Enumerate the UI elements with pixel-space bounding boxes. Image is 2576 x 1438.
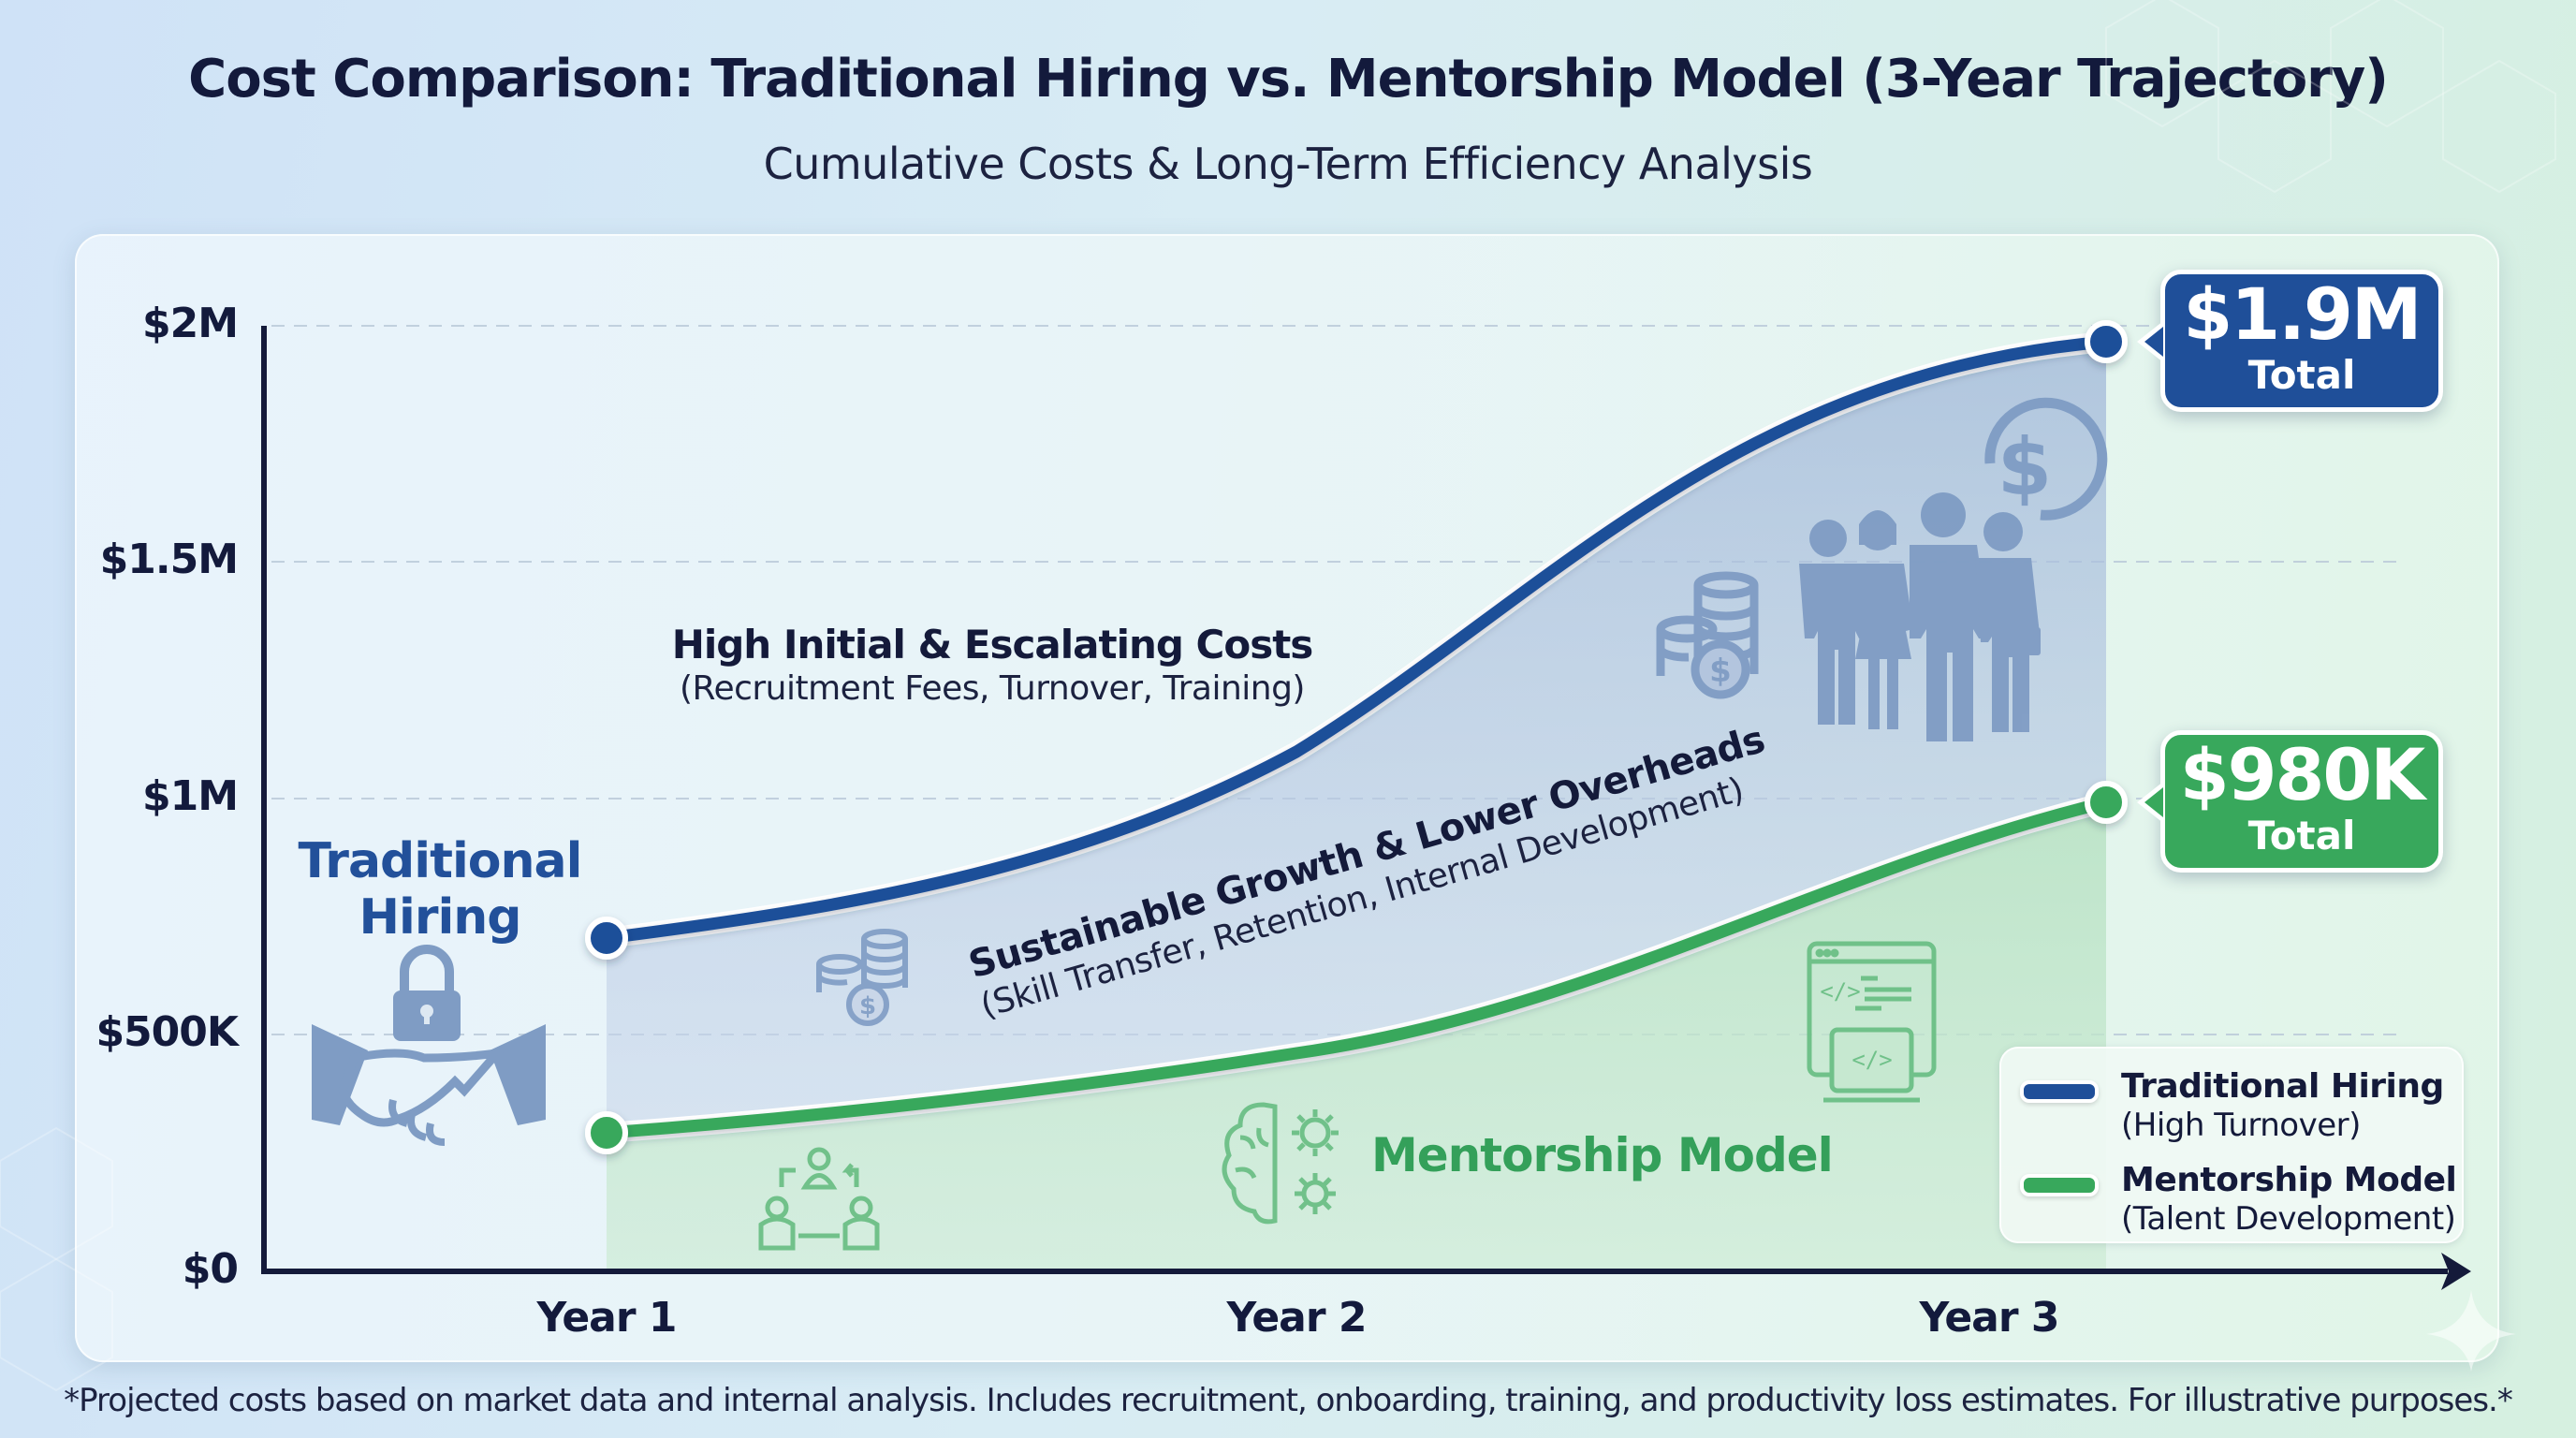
mentor-cycle-icon <box>758 1147 880 1251</box>
chart-title: Cost Comparison: Traditional Hiring vs. … <box>188 49 2389 110</box>
coin-stack-dollar-icon: $ <box>1656 571 1759 699</box>
svg-text:$: $ <box>1709 653 1732 690</box>
svg-text:</>: </> <box>1852 1047 1892 1073</box>
traditional-area <box>607 342 2106 1133</box>
padlock-icon <box>393 945 461 1041</box>
traditional-hiring-side-label: Traditional Hiring <box>271 833 608 946</box>
traditional-point-year3 <box>2085 320 2128 363</box>
x-tick-year2: Year 2 <box>1226 1294 1368 1342</box>
mentorship-area <box>607 802 2106 1271</box>
traditional-side-label-line1: Traditional <box>298 833 583 889</box>
chart-subtitle: Cumulative Costs & Long-Term Efficiency … <box>763 139 1813 189</box>
code-window-laptop-icon: </> </> <box>1807 941 1937 1103</box>
y-tick-2m: $2M <box>141 300 239 347</box>
business-team-icon <box>1799 492 2041 741</box>
dollar-circle-icon: $ <box>1984 397 2108 521</box>
handshake-padlock-icon <box>312 945 546 1146</box>
legend-swatch-traditional <box>2020 1080 2099 1103</box>
svg-text:$: $ <box>1998 421 2052 513</box>
chart-legend: Traditional Hiring (High Turnover) Mento… <box>1999 1047 2464 1243</box>
traditional-side-label-line2: Hiring <box>359 889 521 946</box>
y-tick-0: $0 <box>182 1245 239 1293</box>
traditional-line <box>600 335 2113 945</box>
y-tick-500k: $500K <box>95 1008 239 1056</box>
legend-label-mentorship: Mentorship Model <box>2121 1161 2457 1199</box>
legend-label-traditional: Traditional Hiring <box>2121 1067 2444 1106</box>
legend-sublabel-traditional: (High Turnover) <box>2121 1107 2361 1144</box>
handshake-icon <box>312 1024 546 1146</box>
axes <box>261 326 2448 1274</box>
mentorship-line <box>600 796 2113 1139</box>
badge-pointer <box>2137 782 2163 823</box>
x-axis-arrow-icon <box>2441 1253 2471 1290</box>
badge-pointer <box>2137 321 2163 362</box>
mentorship-total-caption: Total <box>2247 813 2356 858</box>
traditional-annotation-subtitle: (Recruitment Fees, Turnover, Training) <box>680 669 1305 708</box>
hex-pattern <box>0 0 2555 1390</box>
mentorship-point-year1 <box>585 1111 628 1154</box>
legend-swatch-mentorship <box>2020 1174 2099 1196</box>
data-points <box>585 320 2128 1154</box>
footnote: *Projected costs based on market data an… <box>64 1382 2513 1419</box>
mentorship-total-value: $980K <box>2179 733 2425 816</box>
mentorship-point-year3 <box>2085 781 2128 824</box>
mentorship-total-badge: $980K Total <box>2137 730 2443 873</box>
mentorship-model-area-label: Mentorship Model <box>1371 1128 1834 1182</box>
svg-text:$: $ <box>859 992 876 1020</box>
traditional-annotation-title: High Initial & Escalating Costs <box>671 622 1314 668</box>
coins-icon: $ <box>816 929 908 1026</box>
traditional-total-value: $1.9M <box>2183 272 2422 356</box>
brain-gears-icon <box>1222 1102 1339 1225</box>
y-tick-1-5m: $1.5M <box>99 536 239 583</box>
y-tick-1m: $1M <box>141 772 239 820</box>
x-tick-year1: Year 1 <box>536 1294 678 1342</box>
traditional-total-badge: $1.9M Total <box>2137 270 2443 412</box>
sparkle-icon <box>2426 1290 2516 1372</box>
x-tick-year3: Year 3 <box>1919 1294 2060 1342</box>
legend-sublabel-mentorship: (Talent Development) <box>2121 1200 2456 1238</box>
svg-text:</>: </> <box>1820 978 1860 1005</box>
traditional-point-year1 <box>585 917 628 960</box>
traditional-total-caption: Total <box>2247 352 2356 398</box>
